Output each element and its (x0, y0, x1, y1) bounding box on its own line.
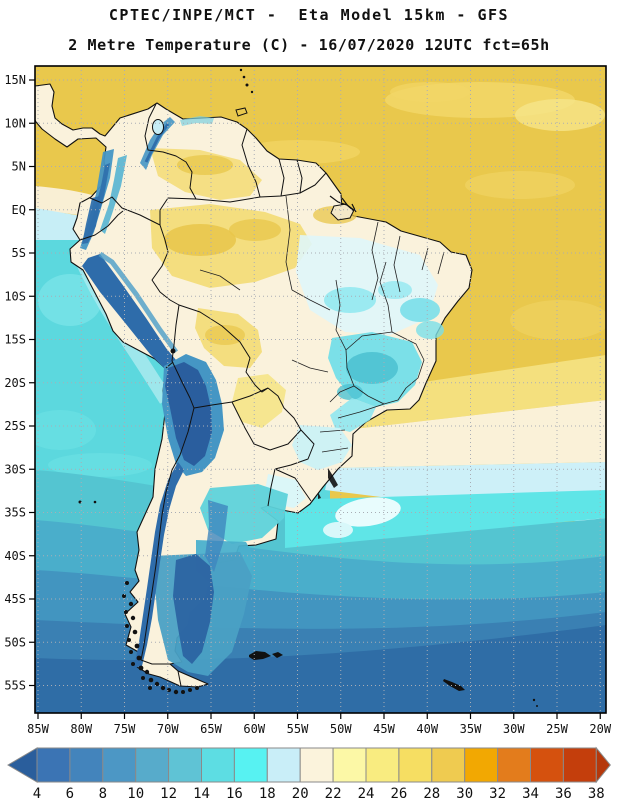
colorbar-segment (266, 747, 301, 783)
colorbar-segment (201, 747, 235, 783)
colorbar-tick-label: 18 (259, 786, 276, 800)
lat-label: 25S (4, 419, 26, 433)
colorbar-tick-label: 4 (33, 786, 41, 800)
colorbar-tick-label: 30 (456, 786, 473, 800)
lon-axis: 85W 80W 75W 70W 65W 60W 55W 50W 45W 40W 35W 30W 25W 2… (27, 713, 612, 736)
lat-label: 35S (4, 506, 26, 520)
colorbar-segment (102, 747, 137, 783)
andes-mountain-band (80, 116, 224, 668)
colorbar-segment (431, 747, 466, 783)
lon-label: 55W (287, 722, 309, 736)
colorbar-segment (168, 747, 203, 783)
colorbar-left-arrow (7, 747, 38, 783)
lon-label: 80W (70, 722, 92, 736)
lon-label: 45W (373, 722, 395, 736)
lon-label: 75W (114, 722, 136, 736)
map-plot-area (35, 66, 606, 713)
lat-label: 5N (12, 160, 26, 174)
lat-label: 15S (4, 333, 26, 347)
lat-label: 15N (4, 73, 26, 87)
lakes-and-islands (78, 68, 538, 707)
lat-label: 20S (4, 376, 26, 390)
colorbar-segment (299, 747, 334, 783)
south-georgia-island (443, 679, 465, 691)
colorbar-tick-label: 8 (99, 786, 107, 800)
colorbar-segment (398, 747, 433, 783)
continent (35, 68, 538, 707)
colorbar-segment (332, 747, 367, 783)
colorbar-segment (530, 747, 564, 783)
lat-label: 10N (4, 116, 26, 130)
lat-label: 5S (12, 246, 26, 260)
falkland-islands (249, 651, 271, 660)
colorbar-tick-label: 10 (127, 786, 144, 800)
colorbar-tick-label: 16 (226, 786, 243, 800)
chilean-fjord-islands (122, 581, 199, 695)
lagoa-dos-patos (328, 468, 338, 488)
colorbar-tick-label: 34 (522, 786, 539, 800)
colorbar-segment (233, 747, 268, 783)
colorbar-tick-label: 12 (160, 786, 177, 800)
lon-label: 35W (460, 722, 482, 736)
lon-label: 25W (546, 722, 568, 736)
lon-label: 50W (330, 722, 352, 736)
lon-label: 85W (27, 722, 49, 736)
lon-label: 60W (243, 722, 265, 736)
temperature-colorbar-legend: 4 6 8 10 12 14 16 18 20 22 24 26 28 30 32 34 36 38 (7, 746, 611, 800)
map-title-field: 2 Metre Temperature (C) - 16/07/2020 12U… (68, 36, 550, 54)
lon-label: 70W (157, 722, 179, 736)
lon-label: 30W (503, 722, 525, 736)
colorbar-segment (497, 747, 532, 783)
colorbar-right-arrow (595, 746, 611, 784)
lat-label: 10S (4, 289, 26, 303)
colorbar-tick-label: 20 (292, 786, 309, 800)
lat-label: 40S (4, 549, 26, 563)
colorbar-segment (135, 747, 170, 783)
colorbar-tick-label: 38 (588, 786, 605, 800)
colorbar-segment (36, 747, 71, 783)
lat-label: 55S (4, 679, 26, 693)
colorbar-tick-label: 28 (423, 786, 440, 800)
colorbar-tick-label: 32 (489, 786, 506, 800)
colorbar-tick-label: 26 (390, 786, 407, 800)
colorbar-tick-label: 14 (193, 786, 210, 800)
colorbar-tick-label: 36 (555, 786, 572, 800)
map-title-model: CPTEC/INPE/MCT - Eta Model 15km - GFS (108, 6, 510, 24)
lon-label: 65W (200, 722, 222, 736)
lon-label: 20W (589, 722, 611, 736)
colorbar-segment (464, 747, 499, 783)
map-frame (34, 65, 607, 714)
land-temperature-patches (150, 148, 444, 676)
colorbar-segment (69, 747, 104, 783)
lake-maracaibo (152, 119, 164, 135)
lat-label: 30S (4, 462, 26, 476)
lon-label: 40W (416, 722, 438, 736)
colorbar-segment (365, 747, 400, 783)
lat-axis: 15N 10N 5N EQ 5S 10S 15S 20S 25S 30S 35S 40S 45S 50S 5… (4, 73, 35, 693)
colorbar-segment (562, 747, 597, 783)
country-borders (79, 103, 327, 687)
lat-label: 50S (4, 635, 26, 649)
trinidad-island (235, 107, 248, 117)
lat-label: EQ (12, 203, 26, 217)
colorbar-tick-label: 22 (325, 786, 342, 800)
colorbar-tick-label: 24 (358, 786, 375, 800)
colorbar-tick-label: 6 (66, 786, 74, 800)
lat-label: 45S (4, 592, 26, 606)
